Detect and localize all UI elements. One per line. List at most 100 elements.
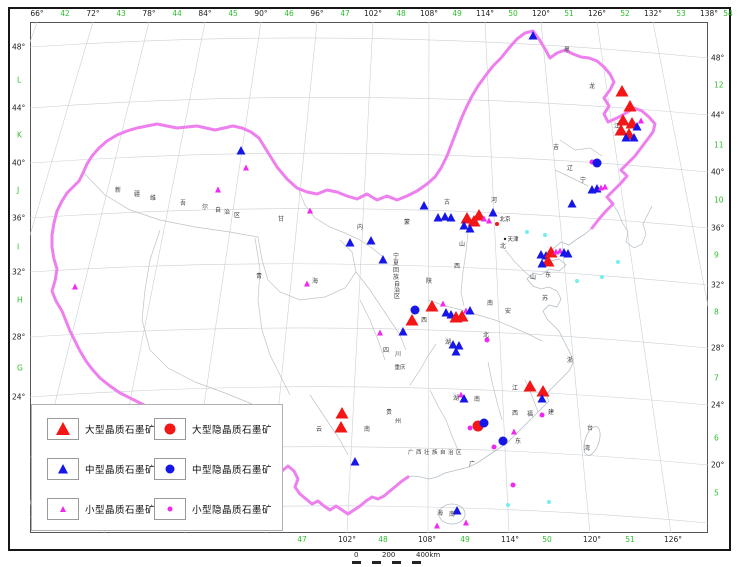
scale-bar-segment [412,561,421,564]
deposit-marker-medium-crystalline [465,224,475,233]
deposit-marker-medium-crystalline [345,238,355,247]
right-latitude-label: 24° [711,400,725,410]
sea-annotation-dot [525,230,529,234]
graticule-parallel [30,327,708,349]
deposit-marker-medium-cryptocrystalline [410,305,420,315]
graticule-meridian [30,22,94,237]
deposit-marker-small-crystalline [72,283,78,290]
province-label: 治 [224,208,230,216]
top-longitude-label: 66° [30,9,44,18]
province-label: 苏 [542,294,548,302]
deposit-marker-small-cryptocrystalline [484,337,490,343]
legend-item-label: 小型晶质石墨矿 [85,505,156,516]
province-label: 东 [545,271,551,279]
left-grid-letter: J [17,185,20,195]
legend-symbol-shape [60,506,66,512]
tri-red-lg-icon [56,422,70,435]
graticule-parallel [30,263,708,286]
province-label: 湾 [584,444,590,452]
graticule-parallel [30,152,708,173]
legend-symbol-shape [165,464,175,474]
deposit-marker-medium-crystalline [448,340,458,349]
province-label: 广西壮族自治区 [408,448,464,456]
deposit-marker-large-crystalline [455,310,469,322]
province-label: 西 [454,263,460,270]
city-label: 天津 [507,236,519,243]
top-sheet-number: 48 [396,9,406,18]
province-label: 北 [500,242,506,250]
tri-magenta-sm-icon [60,506,66,512]
province-label: 山 [459,240,465,248]
deposit-marker-medium-crystalline [459,394,469,403]
legend-item-label: 中型隐晶质石墨矿 [192,465,273,476]
deposit-marker-large-crystalline [460,212,474,224]
top-longitude-label: 120° [531,9,551,18]
coastline [407,227,593,480]
deposit-marker-medium-crystalline [488,208,498,217]
deposit-marker-large-crystalline [615,85,629,97]
deposit-marker-small-crystalline [458,391,464,398]
province-label: 西 [512,410,518,417]
deposit-marker-small-cryptocrystalline [539,412,545,418]
deposit-marker-medium-cryptocrystalline [479,418,489,428]
province-label: 浙 [567,356,573,364]
bottom-sheet-number: 48 [378,535,388,544]
graticule-meridian [540,22,591,533]
deposit-marker-medium-crystalline [537,394,547,403]
province-label: 辽 [567,164,573,172]
province-label: 广 [469,460,475,468]
deposit-marker-medium-crystalline [621,133,631,142]
province-label: 区 [234,212,240,219]
top-longitude-label: 132° [643,9,663,18]
deposit-marker-small-crystalline [243,164,249,171]
map-labels-layer: 黑龙江吉辽宁内蒙古新疆维吾尔自治区甘青海宁夏回族自治区陕西山西河北山 东苏南安湖北… [115,47,620,518]
top-sheet-number: 51 [564,9,574,18]
legend-box: 大型晶质石墨矿 中型晶质石墨矿 小型晶质石墨矿 大型隐晶质石墨矿 中型隐晶质石墨矿 小型隐… [31,404,283,531]
graticule-meridian [596,22,672,533]
sea-annotation-dot [616,260,620,264]
province-label: 南 [487,299,493,307]
deposit-marker-small-cryptocrystalline [467,425,473,431]
scale-label-mid: 200 [382,551,396,559]
bottom-longitude-label: 126° [663,535,683,544]
top-sheet-number: 45 [228,9,238,18]
left-grid-letter: L [17,75,22,85]
bottom-sheet-number: 50 [542,535,552,544]
deposit-marker-medium-cryptocrystalline [498,436,508,446]
province-label: 南 [364,425,370,433]
legend-symbol-box [154,418,186,440]
top-longitude-label: 90° [254,9,268,18]
province-label: 重庆 [394,363,406,371]
deposit-marker-small-crystalline [486,217,492,224]
top-sheet-number: 47 [340,9,350,18]
province-label: 吾 [180,200,186,207]
left-grid-letter: I [17,242,20,252]
left-latitude-label: 44° [12,103,26,113]
legend-symbol-box [47,418,79,440]
province-label: 族 [393,273,399,281]
right-sheet-number: 9 [714,250,719,260]
korea-coast [611,202,653,249]
province-label: 州 [395,418,401,425]
province-label: 自 [215,206,221,214]
deposit-marker-large-crystalline [614,124,628,136]
deposit-marker-medium-crystalline [629,133,639,142]
province-label: 古 [444,198,450,206]
sea-annotation-dot [600,275,604,279]
deposit-marker-medium-crystalline [440,212,450,221]
province-label: 北 [483,331,489,339]
right-latitude-label: 36° [711,223,725,233]
graticule-parallel [30,386,708,406]
scale-bar: 0 200 400km [330,551,480,566]
deposit-marker-medium-crystalline [433,213,443,222]
deposit-marker-small-crystalline [304,280,310,287]
city-marker [503,237,507,241]
top-longitude-label: 96° [310,9,324,18]
left-latitude-label: 32° [12,267,26,277]
right-sheet-number: 7 [714,373,719,383]
legend-symbol-box [154,458,186,480]
top-sheet-number: 49 [452,9,462,18]
province-label: 山 [530,273,536,281]
hainan-island [438,503,466,525]
deposit-marker-small-crystalline [481,215,487,222]
